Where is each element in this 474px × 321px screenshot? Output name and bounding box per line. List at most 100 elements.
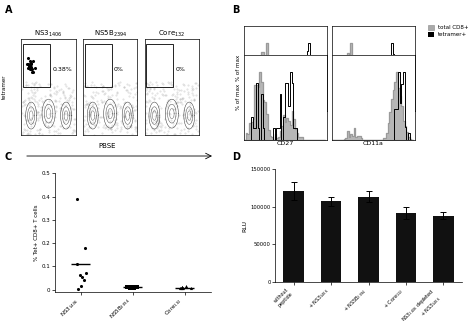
- Point: [133, 80, 141, 85]
- Point: [33, 109, 41, 114]
- Point: [85, 112, 93, 117]
- Point: [24, 95, 31, 100]
- Point: [147, 131, 155, 136]
- Point: [116, 103, 123, 108]
- Point: [25, 95, 33, 100]
- Point: [36, 114, 44, 119]
- Point: [39, 100, 46, 105]
- Point: [35, 81, 43, 86]
- Point: [143, 86, 151, 91]
- Point: [27, 115, 35, 120]
- Point: [30, 96, 37, 101]
- Point: [164, 98, 172, 103]
- Point: [178, 96, 186, 101]
- Point: [162, 93, 170, 98]
- Point: [105, 88, 112, 93]
- Point: [127, 110, 134, 116]
- Point: [173, 83, 180, 88]
- Point: [134, 285, 141, 290]
- Point: [93, 98, 101, 103]
- Point: [52, 103, 60, 108]
- Point: [51, 97, 58, 102]
- Point: [131, 108, 139, 113]
- Point: [56, 105, 64, 110]
- Point: [165, 126, 173, 131]
- Point: [60, 92, 68, 98]
- Point: [31, 65, 38, 71]
- Point: [123, 88, 130, 93]
- Point: [66, 117, 73, 122]
- Point: [176, 100, 184, 105]
- Point: [176, 130, 183, 135]
- Point: [173, 86, 181, 91]
- Point: [150, 86, 157, 91]
- Point: [59, 101, 67, 106]
- Point: [116, 83, 123, 88]
- Point: [21, 102, 28, 107]
- Point: [182, 118, 190, 123]
- Point: [80, 278, 88, 283]
- Point: [81, 83, 88, 88]
- Point: [185, 111, 193, 117]
- Point: [46, 92, 54, 98]
- Point: [142, 103, 150, 108]
- Point: [98, 100, 106, 105]
- Point: [143, 90, 151, 95]
- Point: [146, 86, 154, 91]
- Point: [70, 106, 78, 111]
- Point: [56, 124, 64, 129]
- Point: [85, 109, 93, 115]
- Point: [102, 101, 109, 106]
- Text: tetramer: tetramer: [2, 74, 7, 99]
- Point: [173, 100, 181, 105]
- Point: [123, 129, 131, 134]
- Point: [106, 94, 114, 99]
- Bar: [146, 44, 173, 87]
- Point: [152, 129, 160, 134]
- Point: [195, 108, 202, 114]
- Point: [82, 83, 89, 89]
- Point: [172, 101, 180, 106]
- Point: [182, 284, 190, 289]
- Point: [157, 124, 164, 129]
- Point: [164, 100, 171, 105]
- Point: [177, 100, 184, 105]
- Point: [111, 117, 118, 122]
- Point: [126, 111, 133, 117]
- Bar: [396, 213, 416, 282]
- Point: [118, 124, 125, 129]
- Point: [107, 125, 115, 130]
- Point: [27, 66, 35, 72]
- Point: [131, 119, 138, 124]
- Point: [179, 285, 186, 291]
- Point: [118, 96, 126, 101]
- Point: [108, 84, 115, 89]
- Point: [27, 61, 35, 66]
- Point: [62, 103, 69, 108]
- Point: [115, 80, 122, 85]
- Point: [146, 86, 154, 91]
- Point: [166, 111, 174, 116]
- Point: [98, 89, 106, 94]
- Point: [66, 116, 74, 121]
- Point: [47, 81, 55, 86]
- Point: [157, 121, 164, 126]
- Point: [69, 130, 76, 135]
- Point: [84, 100, 91, 105]
- Point: [63, 98, 71, 103]
- Point: [31, 81, 39, 86]
- Point: [189, 90, 196, 95]
- Point: [152, 79, 160, 84]
- Point: [55, 88, 63, 93]
- Point: [163, 110, 170, 115]
- Point: [94, 101, 101, 107]
- Point: [126, 82, 133, 88]
- Point: [52, 88, 60, 93]
- Point: [183, 114, 191, 119]
- Point: [35, 109, 42, 115]
- Point: [111, 121, 118, 126]
- Point: [31, 87, 38, 92]
- Point: [125, 93, 133, 98]
- Point: [23, 131, 30, 136]
- Point: [164, 80, 171, 85]
